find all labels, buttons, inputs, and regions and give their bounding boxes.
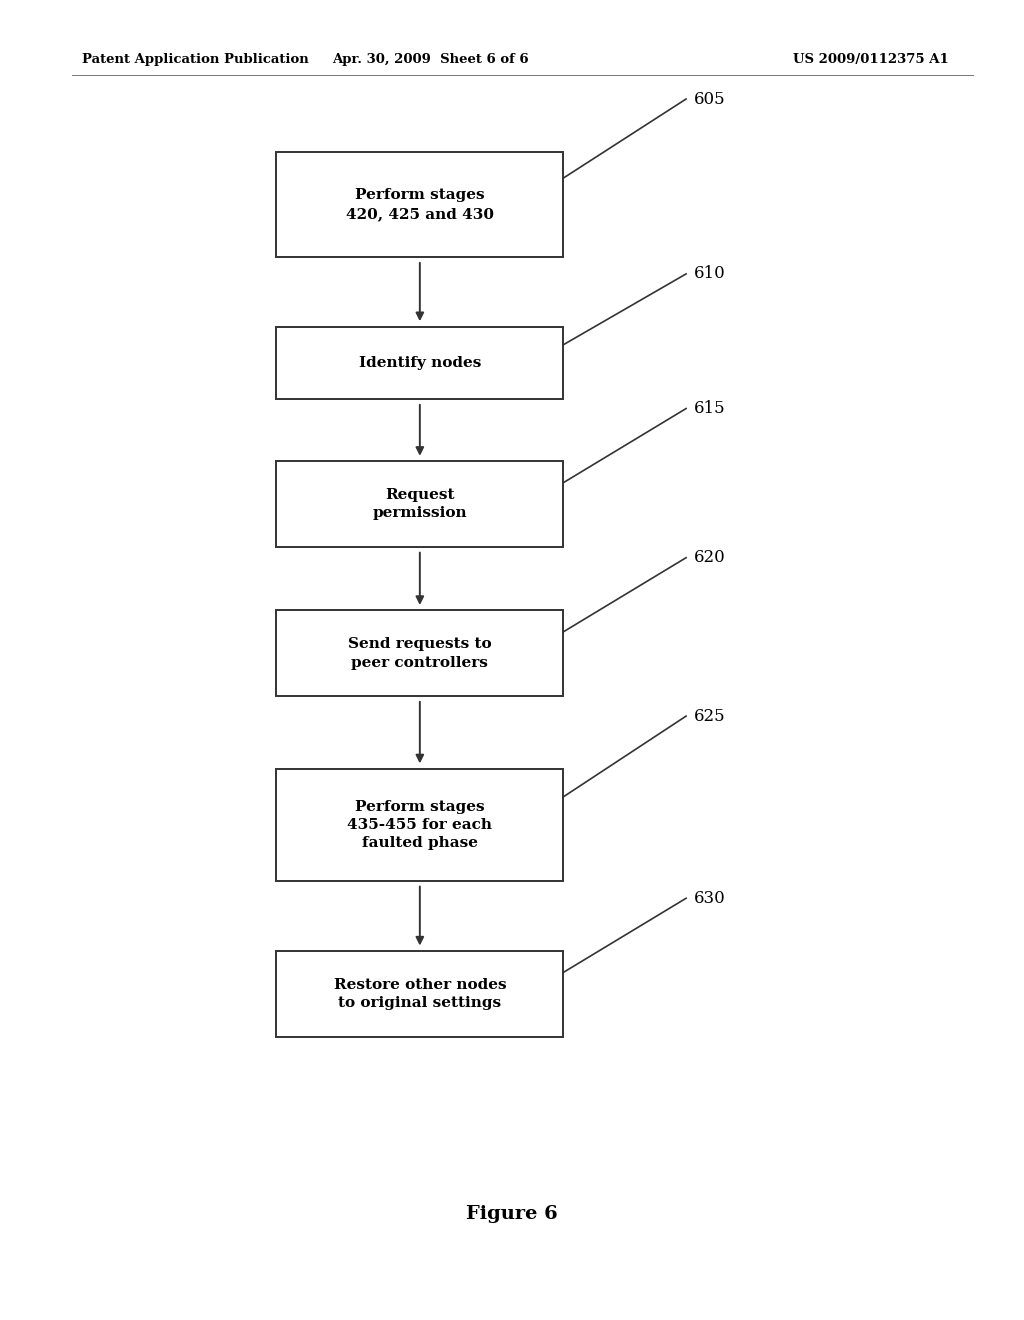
Text: Identify nodes: Identify nodes: [358, 356, 481, 370]
Text: Send requests to
peer controllers: Send requests to peer controllers: [348, 638, 492, 669]
Bar: [276, 768, 563, 882]
Bar: [276, 152, 563, 257]
Text: 610: 610: [694, 265, 726, 282]
Text: Figure 6: Figure 6: [466, 1205, 558, 1224]
Text: Patent Application Publication: Patent Application Publication: [82, 53, 308, 66]
Bar: [276, 461, 563, 546]
Text: Restore other nodes
to original settings: Restore other nodes to original settings: [334, 978, 506, 1010]
Text: Perform stages
420, 425 and 430: Perform stages 420, 425 and 430: [346, 189, 494, 220]
Text: 620: 620: [694, 549, 726, 566]
Text: 605: 605: [694, 91, 726, 107]
Text: 615: 615: [694, 400, 726, 417]
Bar: [276, 610, 563, 697]
Text: Perform stages
435-455 for each
faulted phase: Perform stages 435-455 for each faulted …: [347, 800, 493, 850]
Text: US 2009/0112375 A1: US 2009/0112375 A1: [793, 53, 948, 66]
Bar: [276, 326, 563, 399]
Text: 630: 630: [694, 890, 726, 907]
Text: Apr. 30, 2009  Sheet 6 of 6: Apr. 30, 2009 Sheet 6 of 6: [332, 53, 528, 66]
Bar: [276, 950, 563, 1038]
Text: 625: 625: [694, 708, 726, 725]
Text: Request
permission: Request permission: [373, 488, 467, 520]
